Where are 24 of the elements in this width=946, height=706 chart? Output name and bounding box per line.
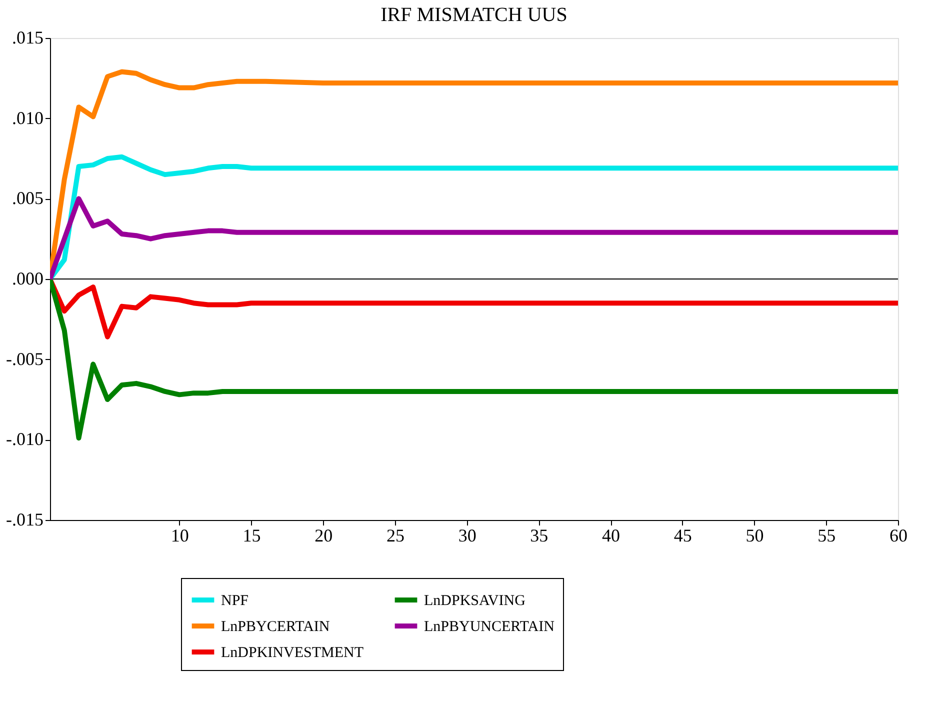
x-tick-label: 60 [890, 526, 908, 546]
x-tick-label: 35 [530, 526, 548, 546]
legend-label: LnPBYCERTAIN [221, 619, 330, 635]
x-tick-label: 20 [314, 526, 333, 546]
legend-label: LnPBYUNCERTAIN [424, 619, 555, 635]
legend-label: LnDPKINVESTMENT [221, 645, 364, 661]
x-tick-label: 45 [674, 526, 692, 546]
y-tick-label: .000 [12, 268, 44, 288]
legend-label: LnDPKSAVING [424, 593, 526, 609]
x-tick-label: 50 [746, 526, 764, 546]
y-tick-label: -.015 [6, 510, 44, 530]
y-tick-label: -.010 [6, 429, 44, 450]
y-tick-label: .015 [12, 28, 44, 48]
x-tick-label: 25 [386, 526, 404, 546]
y-tick-label: -.005 [6, 348, 44, 369]
y-tick-label: .005 [12, 188, 44, 208]
y-tick-label: .010 [12, 108, 44, 128]
legend-label: NPF [221, 593, 249, 609]
x-tick-label: 55 [818, 526, 836, 546]
x-tick-label: 40 [602, 526, 620, 546]
chart-title: IRF MISMATCH UUS [380, 4, 568, 26]
x-tick-label: 15 [242, 526, 261, 546]
x-tick-label: 30 [458, 526, 476, 546]
x-tick-label: 10 [170, 526, 189, 546]
